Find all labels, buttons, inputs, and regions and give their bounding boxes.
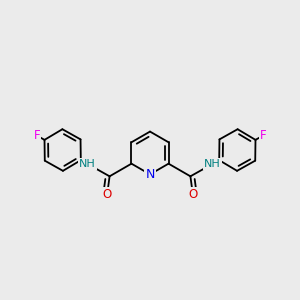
Text: O: O xyxy=(103,188,112,201)
Text: O: O xyxy=(188,188,197,201)
Text: F: F xyxy=(260,129,267,142)
Text: NH: NH xyxy=(204,159,221,169)
Text: NH: NH xyxy=(79,159,96,169)
Text: N: N xyxy=(145,168,155,181)
Text: F: F xyxy=(33,129,40,142)
